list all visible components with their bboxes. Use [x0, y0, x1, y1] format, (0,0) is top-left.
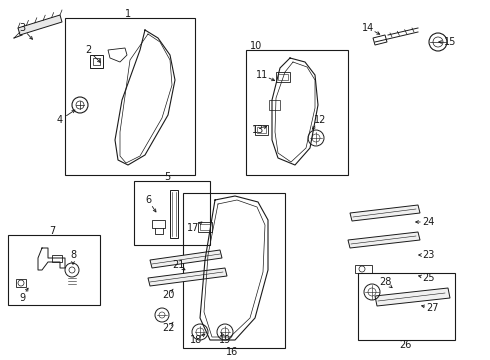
- Text: 19: 19: [219, 335, 231, 345]
- Text: 12: 12: [314, 115, 326, 125]
- Polygon shape: [148, 268, 227, 286]
- Text: 17: 17: [187, 223, 199, 233]
- Text: 2: 2: [85, 45, 91, 55]
- Text: 22: 22: [162, 323, 174, 333]
- Text: 15: 15: [444, 37, 456, 47]
- Text: 13: 13: [252, 125, 264, 135]
- Polygon shape: [18, 15, 62, 35]
- Text: 25: 25: [422, 273, 434, 283]
- Text: 6: 6: [145, 195, 151, 205]
- Text: 14: 14: [362, 23, 374, 33]
- Text: 11: 11: [256, 70, 268, 80]
- Text: 24: 24: [422, 217, 434, 227]
- Text: 4: 4: [57, 115, 63, 125]
- Text: 27: 27: [426, 303, 438, 313]
- Text: 16: 16: [226, 347, 238, 357]
- Bar: [358, 273, 455, 340]
- Text: 18: 18: [190, 335, 202, 345]
- Text: 20: 20: [162, 290, 174, 300]
- Bar: [65, 18, 195, 175]
- Text: 5: 5: [164, 172, 170, 182]
- Polygon shape: [348, 232, 420, 248]
- Polygon shape: [375, 288, 450, 306]
- Text: 7: 7: [49, 226, 55, 236]
- Polygon shape: [350, 205, 420, 221]
- Text: 1: 1: [125, 9, 131, 19]
- Bar: [183, 193, 285, 348]
- Text: 10: 10: [250, 41, 262, 51]
- Text: 28: 28: [379, 277, 391, 287]
- Polygon shape: [150, 250, 222, 268]
- Text: 3: 3: [19, 23, 25, 33]
- Bar: [134, 181, 210, 245]
- Text: 21: 21: [172, 260, 184, 270]
- Text: 23: 23: [422, 250, 434, 260]
- Text: 9: 9: [19, 293, 25, 303]
- Text: 26: 26: [399, 340, 411, 350]
- Text: 8: 8: [70, 250, 76, 260]
- Bar: [8, 235, 100, 305]
- Bar: [246, 50, 348, 175]
